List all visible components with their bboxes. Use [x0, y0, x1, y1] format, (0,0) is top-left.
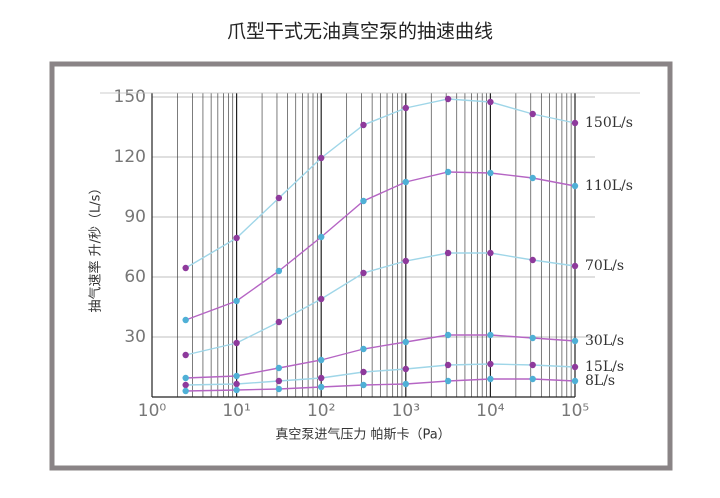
marker [182, 264, 189, 272]
marker [444, 249, 452, 257]
y-tick-label: 30 [124, 327, 146, 347]
x-tick-label: 10⁴ [476, 401, 505, 421]
x-tick-label: 10⁵ [561, 401, 589, 421]
marker [233, 234, 240, 242]
x-tick-label: 10² [307, 401, 335, 421]
marker [318, 374, 325, 382]
y-tick-label: 150 [114, 87, 146, 107]
series-label: 150L/s [585, 115, 633, 131]
marker [233, 386, 240, 394]
marker [275, 364, 283, 372]
marker [487, 98, 494, 106]
marker [233, 297, 240, 305]
marker [571, 119, 579, 127]
y-tick-label: 60 [124, 267, 146, 287]
marker [182, 387, 189, 395]
marker [402, 257, 409, 265]
x-tick-label: 10⁰ [138, 401, 167, 421]
marker [529, 256, 536, 264]
marker [444, 168, 452, 176]
marker [233, 372, 240, 380]
marker [233, 339, 240, 347]
marker [360, 121, 367, 129]
marker [275, 194, 283, 202]
series-label: 15L/s [585, 359, 624, 375]
marker [275, 385, 283, 393]
marker [182, 374, 189, 382]
marker [402, 338, 409, 346]
series-label: 110L/s [585, 178, 633, 194]
marker [444, 361, 452, 369]
marker [182, 351, 189, 359]
frame [49, 61, 673, 471]
series-line [185, 334, 576, 379]
marker [571, 337, 579, 345]
x-tick-label: 10³ [392, 401, 420, 421]
x-tick-label: 10¹ [222, 401, 250, 421]
marker [402, 365, 409, 373]
marker [182, 381, 189, 389]
marker [571, 363, 579, 371]
y-tick-label: 90 [124, 207, 146, 227]
marker [318, 154, 325, 162]
marker [360, 197, 367, 205]
series-line [185, 252, 576, 356]
series-line [185, 98, 576, 269]
marker [233, 380, 240, 388]
marker [318, 356, 325, 364]
series-line [185, 378, 576, 392]
marker [182, 316, 189, 324]
marker [529, 174, 536, 182]
marker [275, 267, 283, 275]
marker [571, 377, 579, 385]
series-line [185, 171, 576, 321]
marker [444, 95, 452, 103]
marker [318, 295, 325, 303]
marker [402, 380, 409, 388]
marker [529, 334, 536, 342]
chart-title: 爪型干式无油真空泵的抽速曲线 [227, 21, 493, 43]
marker [444, 377, 452, 385]
marker [487, 249, 494, 257]
marker [402, 178, 409, 186]
marker [275, 318, 283, 326]
marker [318, 233, 325, 241]
y-axis-title: 抽气速率 升/秒（L/s） [88, 182, 104, 313]
series-label: 8L/s [585, 373, 615, 389]
marker [487, 360, 494, 368]
marker [275, 377, 283, 385]
series-label: 70L/s [585, 258, 624, 274]
marker [487, 375, 494, 383]
x-axis-title: 真空泵进气压力 帕斯卡（Pa） [275, 427, 450, 443]
y-tick-label: 120 [114, 147, 146, 167]
marker [360, 368, 367, 376]
marker [360, 345, 367, 353]
marker [571, 182, 579, 190]
marker [529, 361, 536, 369]
marker [487, 169, 494, 177]
marker [318, 383, 325, 391]
marker [360, 381, 367, 389]
marker [571, 262, 579, 270]
marker [444, 331, 452, 339]
marker [360, 269, 367, 277]
marker [529, 375, 536, 383]
marker [402, 104, 409, 112]
series-label: 30L/s [585, 333, 624, 349]
series-line [185, 363, 576, 386]
marker [487, 331, 494, 339]
marker [529, 110, 536, 118]
